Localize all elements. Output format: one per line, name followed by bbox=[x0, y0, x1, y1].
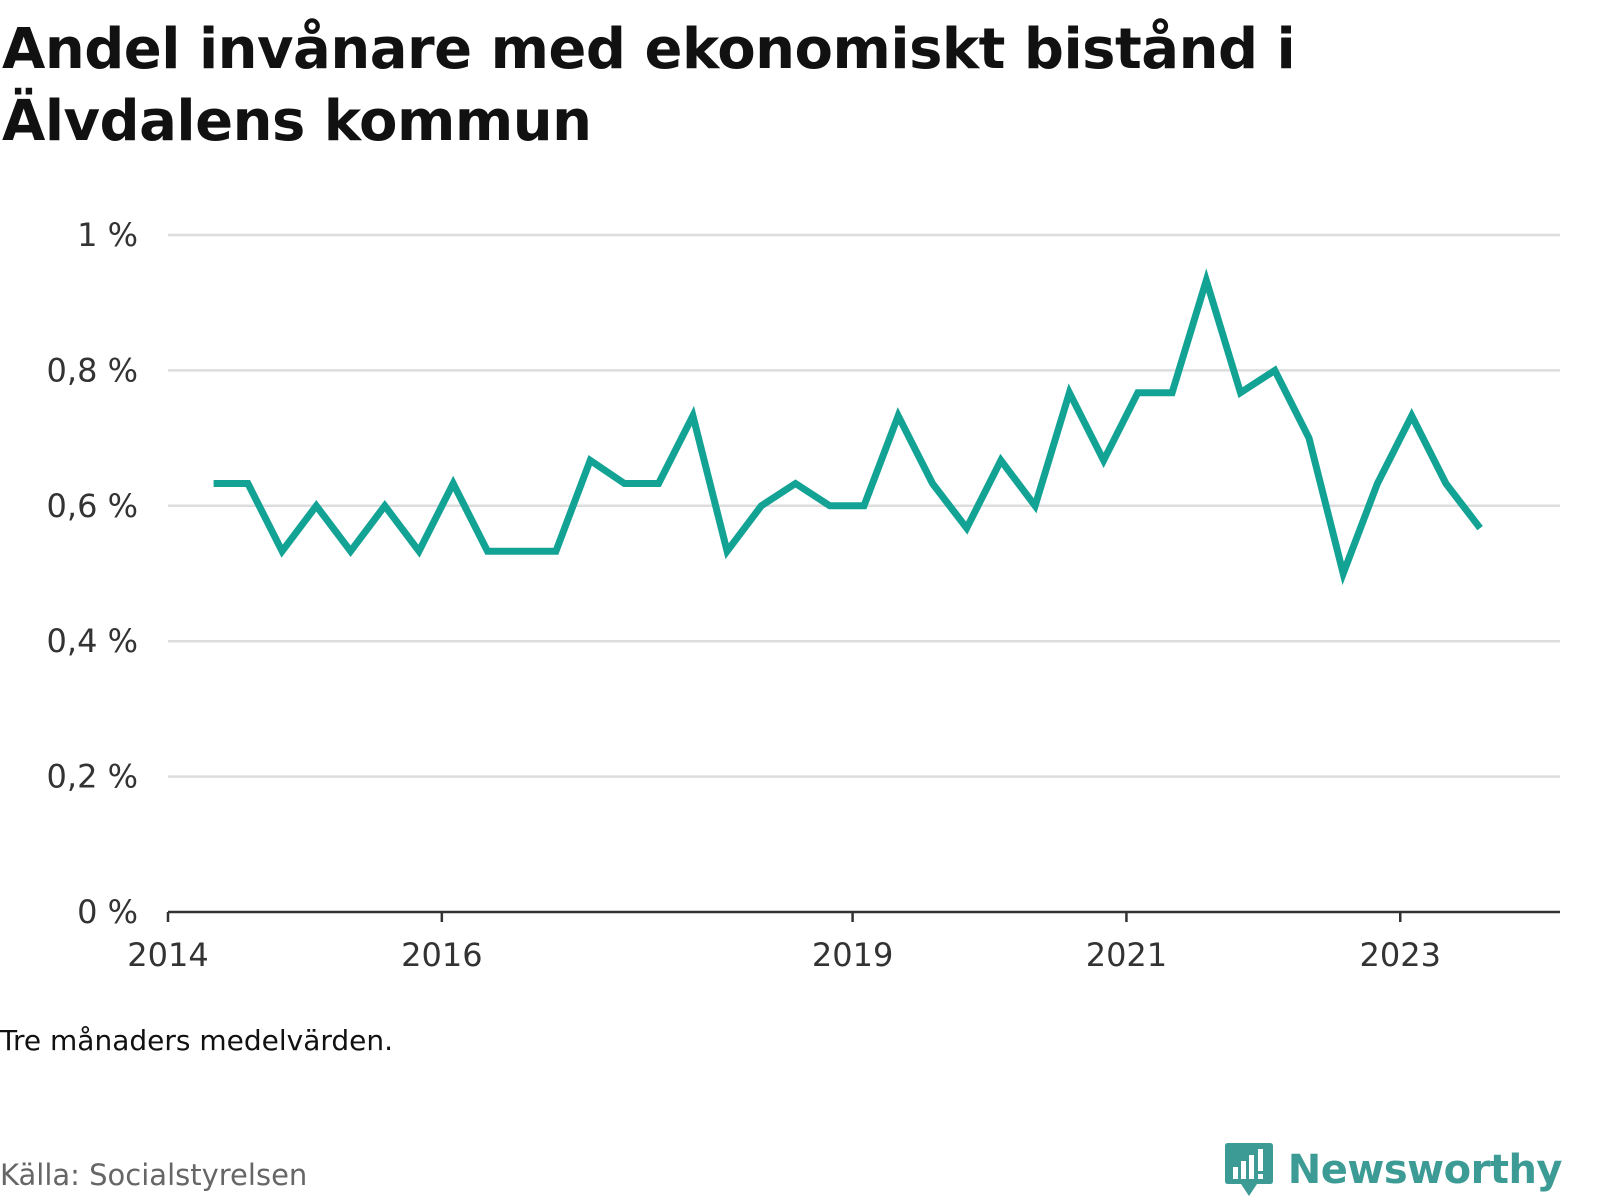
brand-logo: Newsworthy bbox=[1224, 1138, 1563, 1202]
x-axis: 2014 2016 2019 2021 2023 bbox=[127, 910, 1560, 974]
x-tick-label: 2019 bbox=[812, 936, 893, 974]
chart-note: Tre månaders medelvärden. bbox=[0, 1024, 394, 1057]
series-line bbox=[213, 268, 1483, 586]
x-tick-label: 2016 bbox=[401, 936, 482, 974]
y-tick-label: 0,2 % bbox=[47, 758, 138, 796]
newsworthy-logo-icon bbox=[1224, 1143, 1273, 1196]
x-tick-label: 2021 bbox=[1086, 936, 1167, 974]
x-tick-label: 2023 bbox=[1360, 936, 1441, 974]
line-chart: 0 %0,2 %0,4 %0,6 %0,8 %1 % 2014 2016 2019 2… bbox=[47, 216, 1560, 974]
chart-title: Andel invånare med ekonomiskt bistånd i … bbox=[2, 17, 1296, 154]
y-tick-label: 1 % bbox=[77, 216, 138, 254]
y-tick-label: 0 % bbox=[77, 893, 138, 931]
y-tick-label: 0,8 % bbox=[47, 351, 138, 389]
brand-name: Newsworthy bbox=[1287, 1147, 1563, 1193]
y-axis-ticks: 0 % 0,2 % 0,4 % 0,6 % 0,8 % 1 % bbox=[47, 216, 138, 931]
y-tick-label: 0,4 % bbox=[47, 622, 138, 660]
y-tick-label: 0,6 % bbox=[47, 487, 138, 525]
series-lines bbox=[213, 268, 1483, 586]
x-tick-label: 2014 bbox=[127, 936, 208, 974]
source-credit: Källa: Socialstyrelsen bbox=[0, 1158, 308, 1192]
